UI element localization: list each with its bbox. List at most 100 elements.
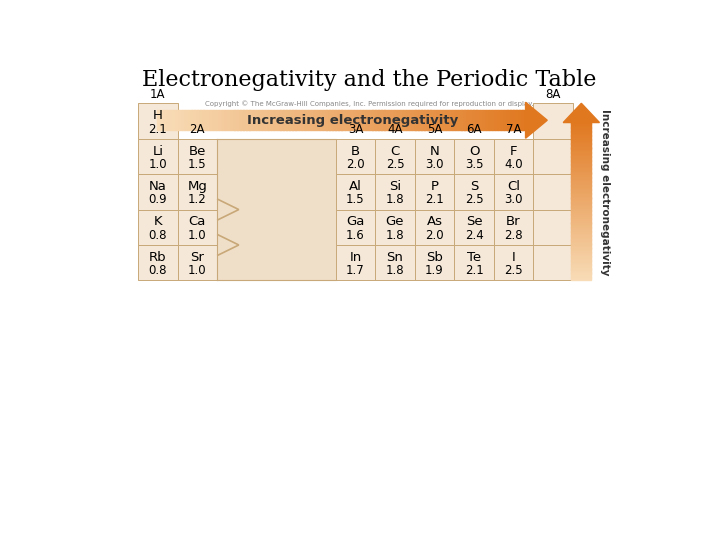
Bar	[494, 174, 534, 210]
Bar	[311, 110, 314, 130]
Bar	[571, 251, 591, 253]
Bar	[571, 215, 591, 217]
Bar	[571, 258, 591, 259]
Text: Te: Te	[467, 251, 481, 264]
Text: In: In	[349, 251, 361, 264]
Text: N: N	[430, 145, 439, 158]
Bar	[495, 110, 498, 130]
Bar	[571, 155, 591, 157]
Text: K: K	[153, 215, 162, 228]
Bar	[571, 176, 591, 178]
Bar	[571, 252, 591, 254]
Bar	[571, 209, 591, 211]
Bar	[571, 266, 591, 267]
Bar	[480, 110, 483, 130]
Bar	[571, 267, 591, 268]
Bar	[571, 154, 591, 156]
Bar	[571, 242, 591, 244]
Text: Ca: Ca	[189, 215, 206, 228]
Text: 1.0: 1.0	[188, 265, 207, 278]
Bar	[571, 145, 591, 146]
Bar	[571, 126, 591, 128]
Bar	[384, 110, 388, 130]
Bar	[571, 170, 591, 171]
Bar	[262, 110, 265, 130]
Bar	[138, 174, 178, 210]
Bar	[336, 210, 375, 245]
Text: H: H	[153, 109, 163, 122]
Bar	[498, 110, 501, 130]
Bar	[571, 200, 591, 201]
Text: Sb: Sb	[426, 251, 443, 264]
Bar	[307, 110, 311, 130]
Bar	[217, 245, 336, 280]
Bar	[571, 227, 591, 229]
Bar	[571, 240, 591, 242]
Bar	[571, 248, 591, 250]
Text: F: F	[510, 145, 517, 158]
Bar	[277, 110, 281, 130]
Bar	[571, 250, 591, 252]
Text: Sr: Sr	[190, 251, 204, 264]
Bar	[452, 110, 455, 130]
Text: 3.0: 3.0	[504, 193, 523, 206]
Bar	[256, 110, 259, 130]
Bar	[571, 206, 591, 208]
Bar	[192, 110, 194, 130]
Bar	[138, 210, 178, 245]
Text: Cl: Cl	[507, 180, 520, 193]
Bar	[571, 208, 591, 210]
Bar	[178, 139, 217, 174]
Bar	[571, 263, 591, 265]
Bar	[571, 226, 591, 228]
Text: 6A: 6A	[467, 123, 482, 136]
Text: 0.8: 0.8	[148, 265, 167, 278]
Bar	[345, 110, 348, 130]
Bar	[571, 264, 591, 266]
Bar	[571, 184, 591, 186]
Text: 2.4: 2.4	[464, 229, 483, 242]
Bar	[571, 158, 591, 159]
Bar	[571, 231, 591, 233]
Bar	[534, 245, 573, 280]
Bar	[467, 110, 471, 130]
Bar	[504, 110, 508, 130]
Bar	[571, 199, 591, 200]
Bar	[424, 110, 428, 130]
Bar	[494, 139, 534, 174]
Bar	[305, 110, 308, 130]
Bar	[571, 260, 591, 262]
Bar	[571, 147, 591, 149]
Bar	[571, 271, 591, 273]
Bar	[217, 139, 336, 174]
Bar	[231, 110, 235, 130]
Bar	[170, 110, 173, 130]
Bar	[178, 174, 217, 210]
Text: Na: Na	[149, 180, 167, 193]
Text: O: O	[469, 145, 480, 158]
Bar	[375, 110, 379, 130]
Bar	[571, 130, 591, 132]
Bar	[571, 137, 591, 138]
Bar	[197, 110, 201, 130]
Bar	[138, 103, 178, 139]
Bar	[412, 110, 415, 130]
Bar	[571, 225, 591, 226]
Bar	[571, 167, 591, 168]
Text: 4.0: 4.0	[504, 158, 523, 171]
Text: 4A: 4A	[387, 123, 402, 136]
Bar	[571, 134, 591, 136]
Bar	[461, 110, 464, 130]
Bar	[454, 245, 494, 280]
Bar	[571, 160, 591, 162]
Bar	[571, 139, 591, 141]
Bar	[571, 204, 591, 205]
Bar	[289, 110, 293, 130]
Bar	[571, 197, 591, 199]
Bar	[516, 110, 520, 130]
Bar	[571, 205, 591, 207]
Bar	[571, 166, 591, 167]
Text: Br: Br	[506, 215, 521, 228]
Bar	[182, 110, 186, 130]
Bar	[571, 142, 591, 144]
